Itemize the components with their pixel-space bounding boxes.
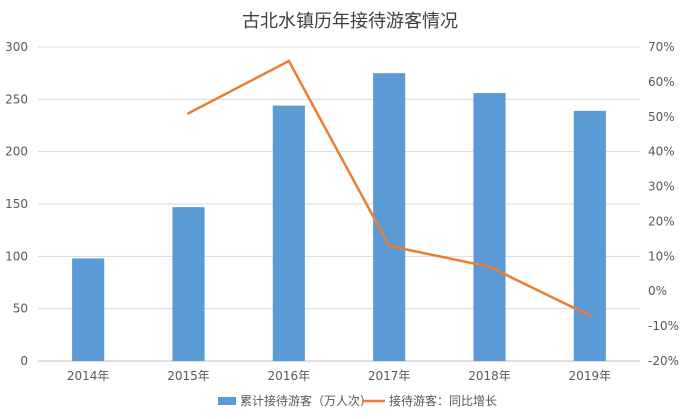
y-left-tick-label: 250	[5, 92, 28, 106]
line-series	[187, 59, 592, 317]
x-tick-label: 2019年	[569, 369, 612, 383]
y-right-tick-label: -20%	[648, 354, 679, 368]
legend-swatch-bar	[218, 397, 236, 405]
bar	[573, 110, 606, 361]
bar	[72, 258, 105, 361]
y-right-tick-label: 30%	[648, 180, 675, 194]
y-right-tick-label: 0%	[648, 284, 667, 298]
line-point	[588, 314, 592, 317]
x-tick-label: 2016年	[268, 369, 311, 383]
y-right-tick-label: -10%	[648, 319, 679, 333]
line-point	[488, 265, 491, 268]
y-right-tick-label: 10%	[648, 249, 675, 263]
y-left-tick-label: 100	[5, 249, 28, 263]
bar	[172, 207, 205, 361]
x-tick-label: 2015年	[167, 369, 210, 383]
legend-label-line: 接待游客：同比增长	[389, 393, 497, 408]
y-right-tick-label: 40%	[648, 145, 675, 159]
y-left-tick-label: 300	[5, 40, 28, 54]
y-left-tick-label: 0	[20, 354, 28, 368]
bar-series	[72, 73, 606, 362]
y-right-tick-label: 50%	[648, 110, 675, 124]
x-axis: 2014年 2015年 2016年 2017年 2018年 2019年	[67, 369, 611, 383]
legend-label-bar: 累计接待游客（万人次）	[240, 393, 372, 408]
line-point	[287, 59, 291, 63]
chart-title: 古北水镇历年接待游客情况	[242, 11, 458, 32]
y-right-tick-label: 70%	[648, 40, 675, 54]
x-tick-label: 2017年	[368, 369, 411, 383]
x-tick-label: 2018年	[468, 369, 511, 383]
legend: 累计接待游客（万人次） 接待游客：同比增长	[218, 393, 497, 408]
bar	[272, 105, 305, 361]
y-axis-right: -20% -10% 0% 10% 20% 30% 40% 50% 60% 70%	[648, 40, 679, 368]
bar	[473, 93, 506, 361]
y-axis-left: 0 50 100 150 200 250 300	[5, 40, 28, 368]
bar	[373, 73, 406, 362]
line-point	[387, 244, 391, 248]
y-left-tick-label: 150	[5, 197, 28, 211]
y-left-tick-label: 200	[5, 145, 28, 159]
x-tick-label: 2014年	[67, 369, 110, 383]
y-right-tick-label: 60%	[648, 75, 675, 89]
grid-lines	[38, 46, 640, 362]
y-left-tick-label: 50	[13, 302, 28, 316]
y-right-tick-label: 20%	[648, 214, 675, 228]
line-point	[187, 112, 190, 115]
